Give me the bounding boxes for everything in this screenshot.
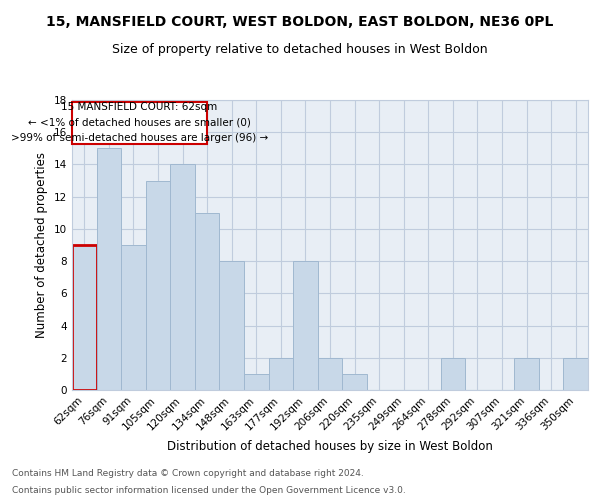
Text: Contains public sector information licensed under the Open Government Licence v3: Contains public sector information licen… <box>12 486 406 495</box>
Bar <box>342 374 367 390</box>
Text: 15, MANSFIELD COURT, WEST BOLDON, EAST BOLDON, NE36 0PL: 15, MANSFIELD COURT, WEST BOLDON, EAST B… <box>46 15 554 29</box>
Bar <box>269 358 293 390</box>
Bar <box>72 245 97 390</box>
Bar <box>195 213 220 390</box>
Bar <box>97 148 121 390</box>
Bar <box>121 245 146 390</box>
Text: Size of property relative to detached houses in West Boldon: Size of property relative to detached ho… <box>112 42 488 56</box>
Text: 15 MANSFIELD COURT: 62sqm
← <1% of detached houses are smaller (0)
>99% of semi-: 15 MANSFIELD COURT: 62sqm ← <1% of detac… <box>11 102 268 143</box>
Bar <box>146 180 170 390</box>
Bar <box>170 164 195 390</box>
Bar <box>563 358 588 390</box>
Bar <box>293 261 318 390</box>
Bar <box>514 358 539 390</box>
Bar <box>440 358 465 390</box>
Text: Contains HM Land Registry data © Crown copyright and database right 2024.: Contains HM Land Registry data © Crown c… <box>12 468 364 477</box>
Bar <box>244 374 269 390</box>
Bar <box>220 261 244 390</box>
Y-axis label: Number of detached properties: Number of detached properties <box>35 152 49 338</box>
X-axis label: Distribution of detached houses by size in West Boldon: Distribution of detached houses by size … <box>167 440 493 453</box>
FancyBboxPatch shape <box>72 102 207 143</box>
Bar <box>318 358 342 390</box>
